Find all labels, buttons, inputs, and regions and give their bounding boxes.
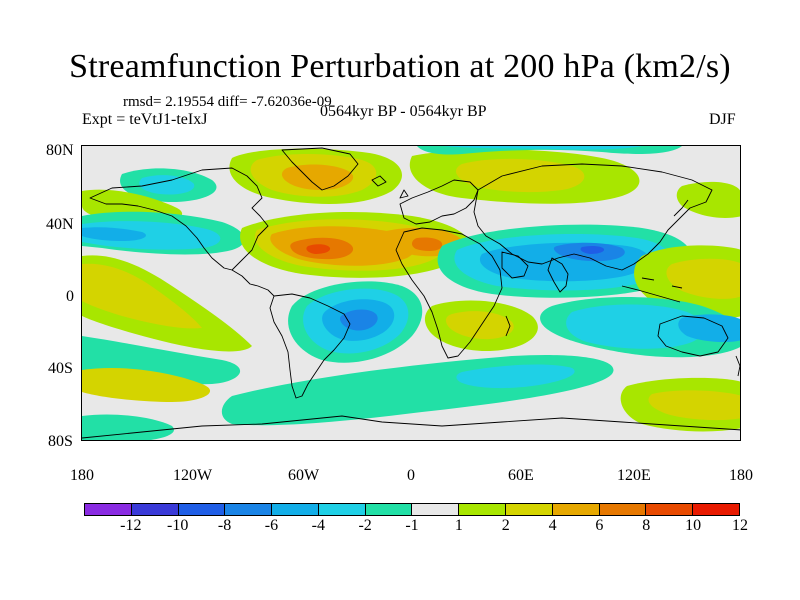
x-tick-120w: 120W: [173, 467, 213, 484]
coastlines: [82, 147, 740, 439]
field-green-far-south-west: [82, 414, 174, 440]
x-tick-60e: 60E: [508, 467, 534, 484]
colorbar-label: 2: [501, 517, 510, 534]
season-label: DJF: [709, 111, 736, 128]
colorbar-label: 4: [548, 517, 557, 534]
coast-central-america: [231, 269, 275, 297]
colorbar-swatch-1: [131, 504, 179, 515]
colorbar-label: -12: [120, 517, 142, 534]
coast-antarctica: [82, 415, 740, 439]
y-tick-80n: 80N: [46, 142, 74, 159]
coast-europe: [399, 179, 479, 225]
coast-british-isles: [399, 189, 409, 199]
coast-japan: [673, 199, 689, 217]
x-tick-180e: 180: [729, 467, 753, 484]
coast-se-asia-islands: [621, 277, 683, 303]
y-tick-80s: 80S: [48, 433, 73, 450]
coast-south-america: [269, 293, 351, 399]
field-yellow-n-pacific-east: [676, 181, 740, 218]
coast-north-america: [89, 167, 269, 271]
experiment-label: Expt = teVtJ1-teIxJ: [82, 111, 208, 128]
coast-india: [547, 257, 569, 293]
colorbar-swatch-12: [646, 504, 694, 515]
field-yellow-e-pacific: [82, 263, 202, 329]
colorbar-label: 8: [642, 517, 651, 534]
field-yellow-se-pacific: [648, 390, 740, 421]
coast-australia: [657, 315, 729, 357]
period-label: 0564kyr BP - 0564kyr BP: [320, 103, 487, 120]
colorbar-label: 1: [454, 517, 463, 534]
field-red-atlantic-high: [306, 244, 331, 254]
field-cyan-southern-ocean: [456, 364, 575, 389]
colorbar-swatch-10: [552, 504, 600, 515]
field-yellow-south-band-west: [82, 367, 211, 402]
field-blue-pacific-trough: [82, 227, 146, 241]
field-yellow-w-pacific: [666, 258, 740, 299]
field-orange-greenland: [281, 164, 354, 191]
field-yellow-s-atlantic: [445, 311, 514, 340]
coast-greenland: [281, 147, 359, 191]
streamfunction-map: [81, 145, 741, 441]
colorbar-label: 10: [685, 517, 702, 534]
colorbar-label: 12: [732, 517, 748, 534]
colorbar-swatch-8: [459, 504, 507, 515]
x-tick-0: 0: [407, 467, 415, 484]
y-tick-40s: 40S: [48, 360, 73, 377]
colorbar-label: -2: [358, 517, 372, 534]
field-cyan-ne-pacific: [139, 175, 195, 195]
field-deepblue-asia-low: [580, 245, 605, 254]
plot-title: Streamfunction Perturbation at 200 hPa (…: [69, 48, 731, 85]
y-tick-40n: 40N: [46, 216, 74, 233]
colorbar-swatch-0: [85, 504, 132, 515]
colorbar-swatch-4: [272, 504, 319, 515]
colorbar-swatch-6: [365, 504, 413, 515]
x-tick-60w: 60W: [288, 467, 320, 484]
colorbar-label: -6: [264, 517, 279, 534]
colorbar-swatch-5: [318, 504, 366, 515]
coast-madagascar: [505, 315, 511, 337]
field-cyan-indian-ocean: [566, 304, 704, 349]
colorbar-swatch-9: [506, 504, 553, 515]
colorbar-swatch-11: [599, 504, 647, 515]
colorbar-swatch-13: [693, 504, 739, 515]
field-blue-indian-ocean: [678, 314, 740, 343]
colorbar-label: -1: [405, 517, 419, 534]
colorbar-label: -8: [217, 517, 232, 534]
x-tick-120e: 120E: [617, 467, 651, 484]
colorbar-label: -10: [167, 517, 189, 534]
coast-arabia: [501, 251, 529, 279]
colorbar-swatch-3: [225, 504, 273, 515]
coast-africa: [395, 227, 503, 359]
colorbar: [84, 503, 740, 516]
colorbar-swatch-7: [412, 504, 460, 515]
map-svg: [82, 146, 740, 440]
colorbar-label: 6: [595, 517, 604, 534]
field-orange-n-africa: [411, 237, 443, 251]
x-tick-180w: 180: [70, 467, 94, 484]
colorbar-swatch-2: [178, 504, 226, 515]
colorbar-label: -4: [311, 517, 325, 534]
field-cyan-arctic: [442, 146, 642, 150]
stats-label: rmsd= 2.19554 diff= -7.62036e-09: [123, 94, 332, 110]
y-tick-0: 0: [66, 288, 74, 305]
coast-asia: [473, 163, 713, 271]
coast-new-zealand: [735, 355, 740, 377]
coast-iceland: [371, 175, 387, 187]
